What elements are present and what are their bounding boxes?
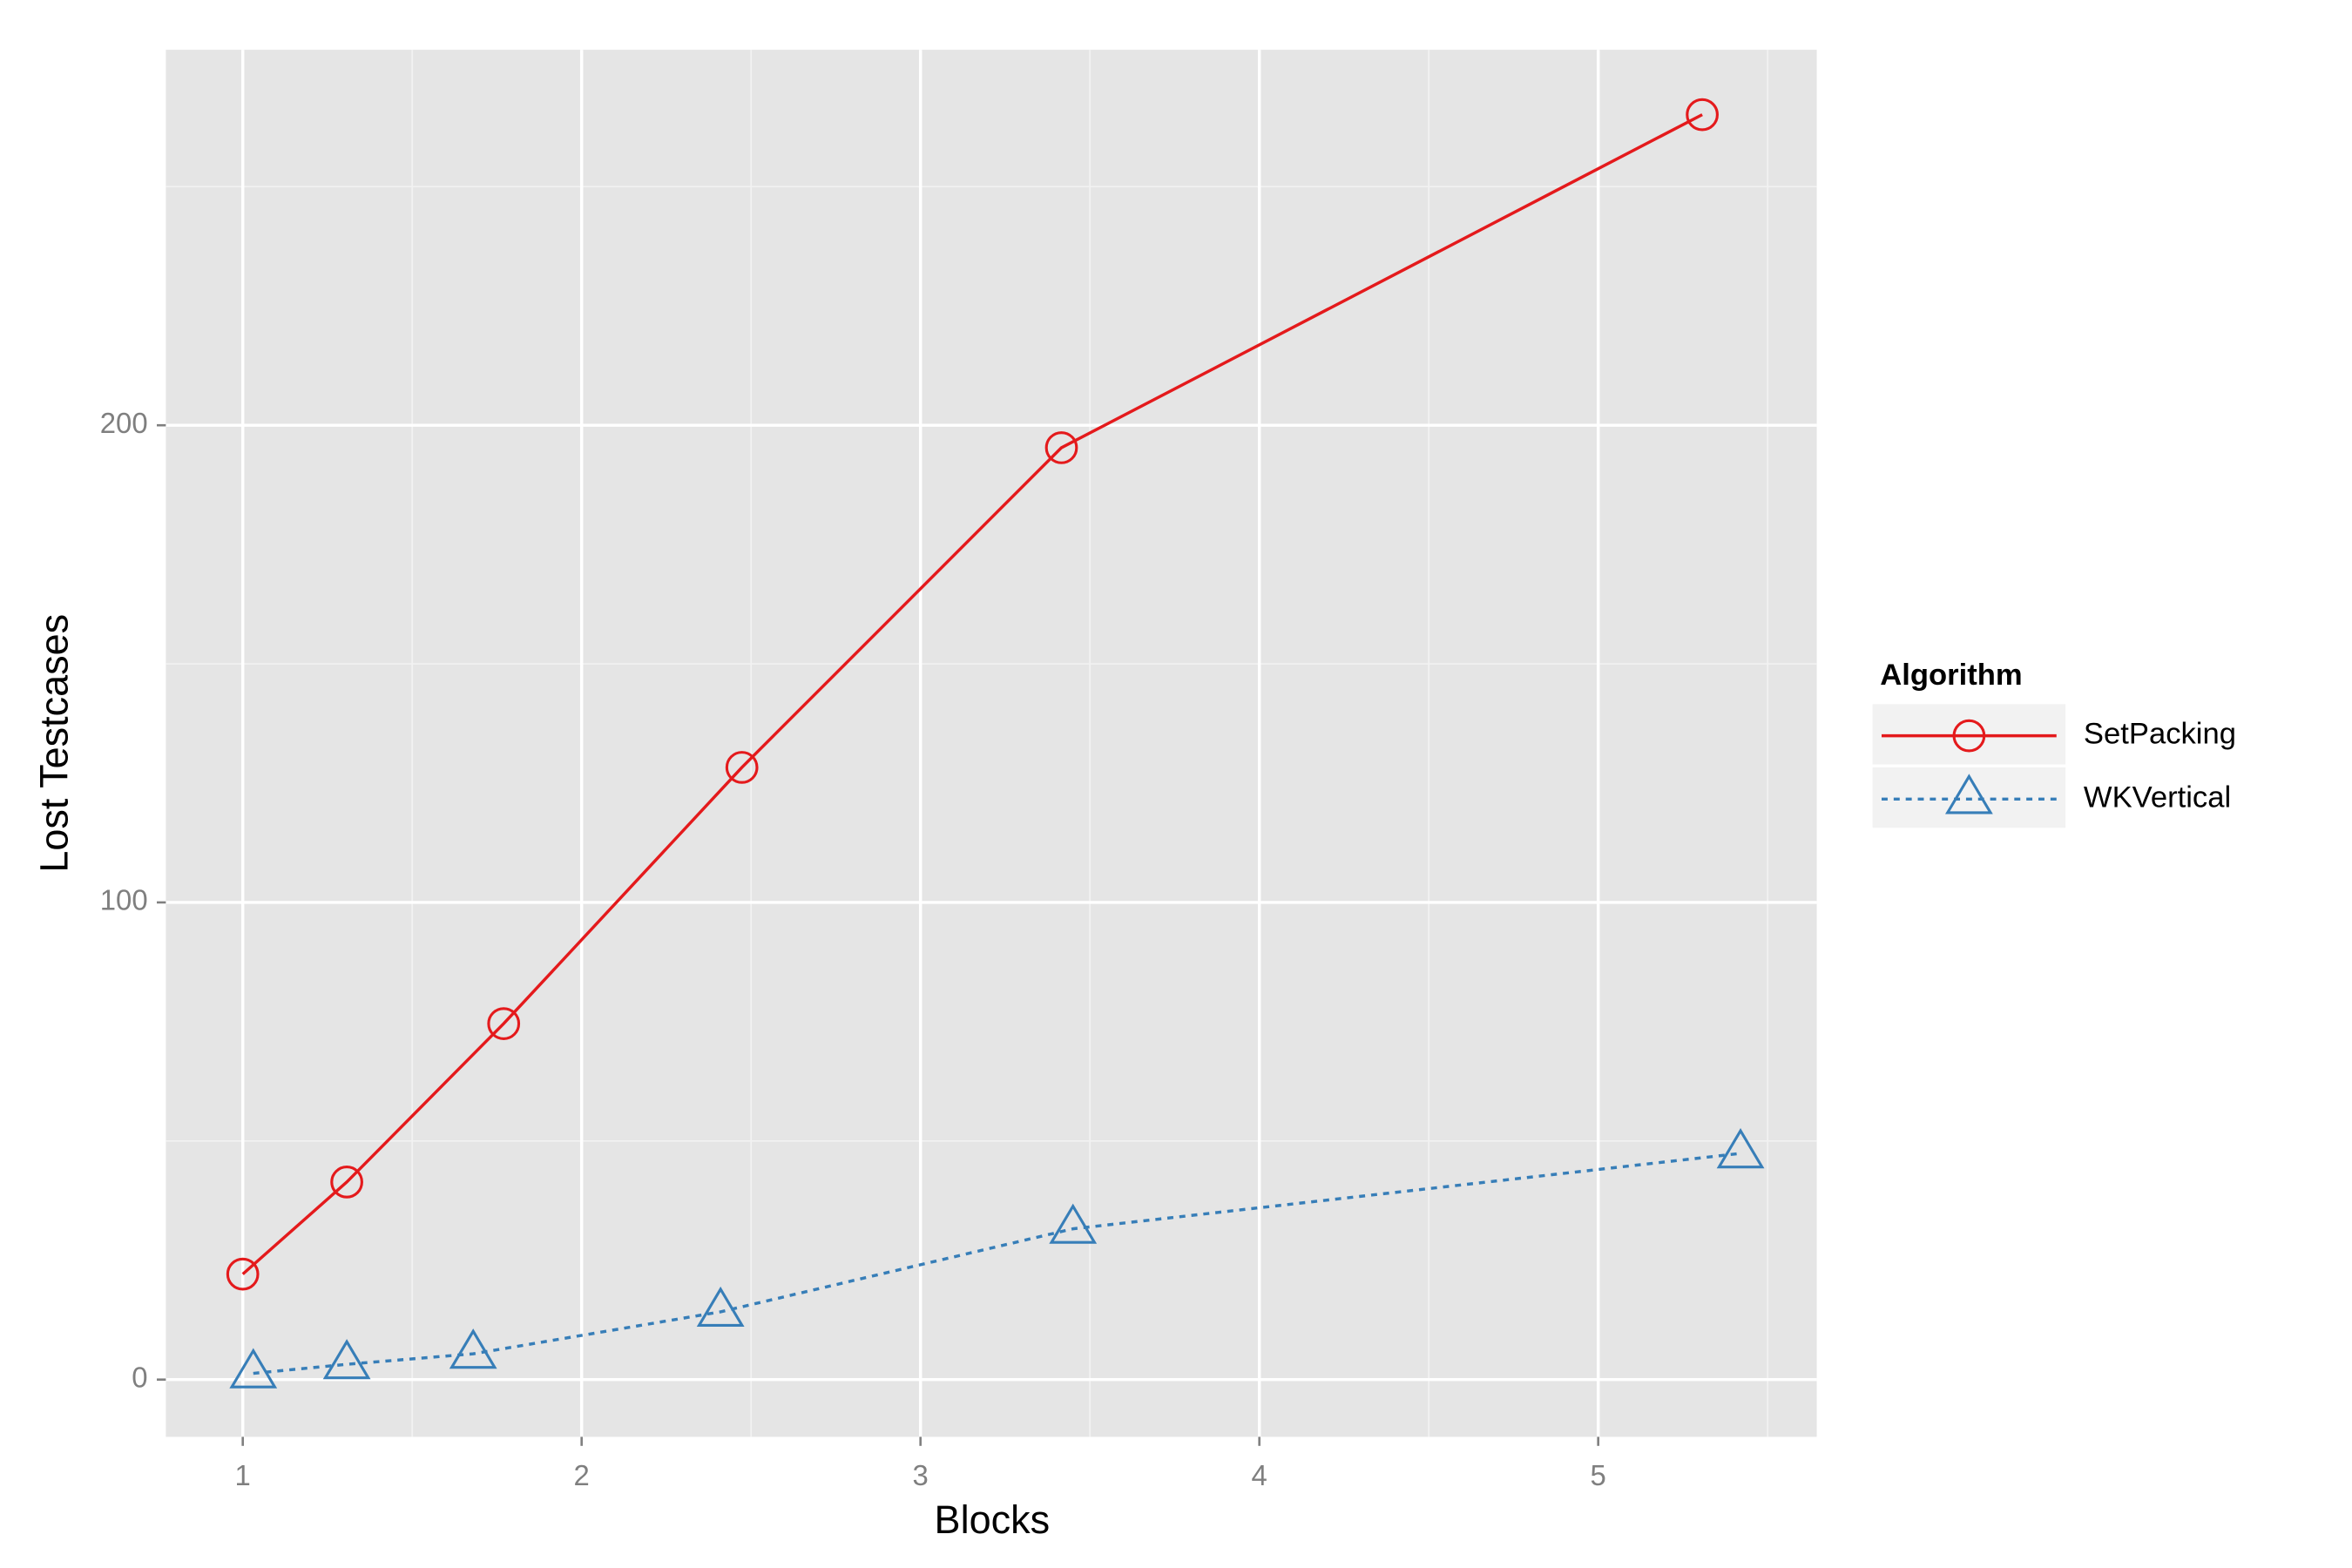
x-tick-label: 5 bbox=[1591, 1459, 1606, 1491]
marker bbox=[322, 1339, 371, 1380]
grid bbox=[166, 50, 1817, 1437]
x-tick-label: 1 bbox=[235, 1459, 251, 1491]
panel bbox=[166, 50, 1817, 1437]
marker bbox=[449, 1328, 497, 1369]
marker bbox=[487, 1007, 521, 1040]
marker bbox=[229, 1348, 278, 1389]
y-tick-label: 100 bbox=[100, 884, 148, 916]
legend-title: Algorithm bbox=[1880, 659, 2022, 692]
marker bbox=[226, 1257, 260, 1291]
x-tick-label: 2 bbox=[574, 1459, 590, 1491]
legend-label: WKVertical bbox=[2084, 781, 2231, 814]
marker bbox=[725, 751, 759, 784]
y-tick-label: 0 bbox=[132, 1361, 147, 1393]
marker bbox=[696, 1286, 745, 1328]
marker bbox=[1044, 431, 1078, 464]
x-tick-label: 4 bbox=[1252, 1459, 1267, 1491]
marker bbox=[1049, 1203, 1098, 1244]
x-axis-title: Blocks bbox=[935, 1497, 1051, 1542]
x-tick-label: 3 bbox=[913, 1459, 929, 1491]
marker bbox=[1952, 719, 1986, 753]
marker bbox=[1686, 98, 1719, 132]
series-line bbox=[241, 113, 1703, 1275]
legend-label: SetPacking bbox=[2084, 718, 2236, 751]
marker bbox=[1716, 1128, 1765, 1169]
y-tick-label: 200 bbox=[100, 407, 148, 439]
y-axis-title: Lost Testcases bbox=[32, 614, 77, 873]
marker bbox=[1944, 774, 1993, 814]
marker bbox=[330, 1166, 363, 1199]
